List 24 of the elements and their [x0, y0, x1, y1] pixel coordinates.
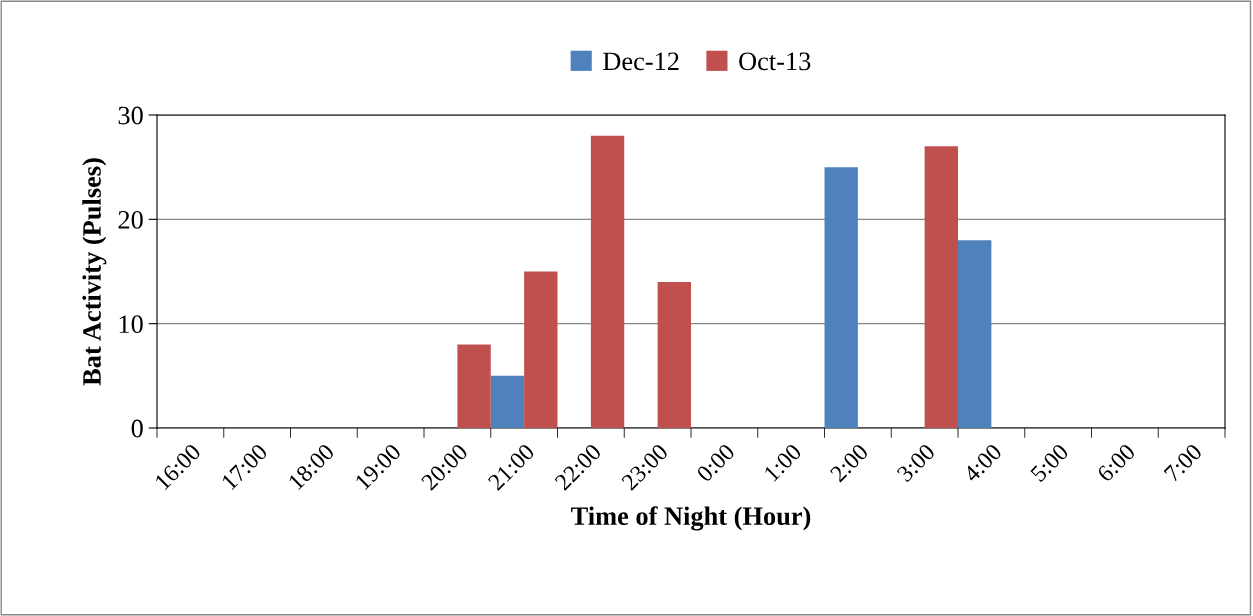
y-tick-label: 20	[118, 210, 143, 229]
x-tick-label: 1:00	[763, 443, 803, 482]
x-tick-label: 0:00	[695, 443, 736, 483]
legend-label: Dec-12	[603, 52, 679, 71]
legend-label: Oct-13	[739, 52, 811, 71]
x-tick-label: 2:00	[829, 443, 870, 483]
bar	[490, 375, 525, 428]
bar	[657, 281, 691, 428]
x-tick-label: 4:00	[962, 443, 1003, 484]
y-axis-title: Bat Activity (Pulses)	[82, 158, 107, 386]
x-tick-label: 7:00	[1163, 443, 1203, 483]
bar	[824, 167, 858, 428]
x-axis-title: Time of Night (Hour)	[571, 506, 811, 531]
bar	[457, 344, 491, 428]
x-tick-label: 3:00	[896, 443, 936, 483]
x-tick-label: 6:00	[1096, 443, 1137, 483]
bar	[958, 240, 992, 428]
x-tick-label: 5:00	[1029, 443, 1070, 483]
bar	[524, 271, 558, 428]
y-tick-label: 0	[131, 419, 143, 438]
y-tick-label: 10	[119, 315, 143, 334]
bar	[590, 135, 625, 428]
y-tick-label: 30	[118, 106, 143, 125]
bar	[924, 146, 958, 428]
